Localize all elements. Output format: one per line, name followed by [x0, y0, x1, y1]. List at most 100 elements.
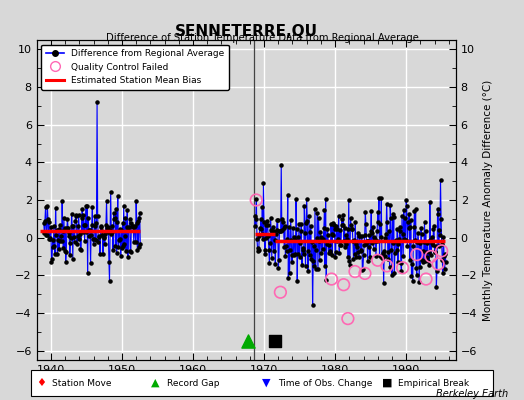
Point	[414, 230, 422, 237]
Point	[266, 215, 275, 221]
Point	[305, 213, 313, 219]
Point	[48, 256, 56, 262]
Point	[405, 211, 413, 217]
Point	[282, 242, 290, 249]
Point	[45, 235, 53, 242]
Point	[356, 233, 364, 239]
Legend: Difference from Regional Average, Quality Control Failed, Estimated Station Mean: Difference from Regional Average, Qualit…	[41, 44, 229, 90]
Point	[126, 248, 135, 254]
Text: ■: ■	[382, 378, 392, 388]
Point	[313, 235, 321, 242]
Point	[136, 209, 144, 216]
Point	[293, 234, 302, 240]
Point	[118, 220, 127, 227]
Point	[330, 222, 338, 228]
Point	[72, 213, 81, 219]
Point	[380, 253, 389, 259]
Point	[281, 253, 290, 260]
Point	[289, 224, 297, 231]
Point	[81, 238, 89, 244]
Point	[298, 244, 307, 251]
Point	[315, 257, 324, 264]
Point	[353, 230, 362, 236]
Point	[250, 213, 259, 219]
Point	[268, 228, 277, 234]
Point	[377, 194, 386, 201]
Point	[410, 224, 418, 230]
Point	[419, 248, 427, 254]
Point	[60, 247, 69, 254]
Point	[111, 215, 119, 222]
Point	[441, 266, 449, 272]
Point	[426, 237, 434, 244]
Point	[275, 228, 283, 234]
Point	[118, 245, 126, 251]
Text: ▲: ▲	[151, 378, 160, 388]
Point	[256, 225, 264, 231]
Point	[54, 236, 62, 243]
Point	[323, 241, 331, 247]
Point	[338, 222, 346, 228]
Point	[315, 238, 323, 244]
Point	[378, 254, 387, 261]
Point	[434, 243, 443, 249]
Point	[113, 250, 121, 257]
Point	[324, 250, 333, 256]
Point	[82, 228, 91, 235]
Point	[127, 220, 136, 226]
Point	[257, 216, 265, 222]
Point	[83, 270, 92, 276]
Point	[54, 226, 63, 232]
Point	[441, 251, 450, 257]
Point	[68, 222, 77, 229]
Point	[411, 236, 419, 243]
Point	[375, 253, 384, 260]
Point	[88, 204, 96, 211]
Point	[91, 222, 100, 229]
Point	[332, 223, 341, 230]
Point	[323, 226, 332, 233]
Point	[41, 204, 50, 210]
Point	[412, 251, 421, 258]
Point	[336, 242, 345, 248]
Point	[280, 223, 289, 229]
Point	[264, 222, 272, 228]
Point	[357, 233, 366, 240]
Point	[90, 236, 99, 242]
Point	[424, 249, 433, 255]
Point	[392, 237, 400, 243]
Point	[402, 197, 410, 204]
Point	[346, 215, 355, 221]
Point	[365, 232, 374, 238]
Point	[361, 270, 369, 277]
Point	[57, 232, 65, 239]
Point	[265, 260, 274, 266]
Point	[329, 220, 337, 226]
Point	[292, 225, 301, 232]
Point	[51, 250, 59, 257]
Point	[258, 204, 267, 210]
Point	[391, 238, 400, 244]
Point	[316, 229, 324, 235]
Point	[387, 247, 396, 254]
Point	[269, 248, 278, 254]
Point	[114, 193, 122, 199]
Point	[259, 180, 268, 186]
Point	[128, 224, 137, 230]
Point	[435, 226, 443, 233]
Point	[270, 338, 279, 344]
Point	[78, 206, 86, 212]
Point	[75, 236, 83, 242]
Point	[291, 251, 300, 257]
Point	[84, 226, 93, 233]
Text: Empirical Break: Empirical Break	[398, 378, 469, 388]
Point	[77, 247, 85, 253]
Point	[423, 254, 431, 260]
Point	[340, 282, 348, 288]
Point	[68, 211, 76, 217]
Text: Berkeley Earth: Berkeley Earth	[436, 389, 508, 399]
Point	[289, 252, 298, 259]
Point	[370, 234, 378, 240]
Point	[299, 247, 308, 254]
Text: Difference of Station Temperature Data from Regional Average: Difference of Station Temperature Data f…	[105, 33, 419, 43]
